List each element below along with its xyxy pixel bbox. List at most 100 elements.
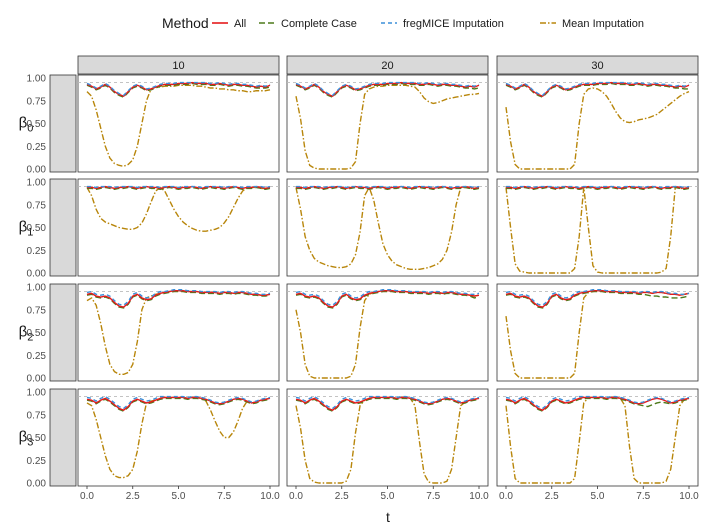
series-line-all [505,396,690,411]
series-line-all [86,396,271,411]
series-line-complete-case [505,397,690,412]
series-line-all [86,289,271,308]
x-tick-label: 0.0 [80,491,94,502]
series-line-fregmice-imputation [295,289,480,306]
x-tick-label: 7.5 [217,491,231,502]
panel-1-10 [77,178,280,277]
row-strip-0: β0 [19,74,77,173]
series-line-complete-case [505,82,689,98]
x-axis-30: 0.0 2.5 5.0 7.5 10.0 [499,486,699,502]
series-line-mean-imputation [295,186,480,271]
row-strip-background [49,178,77,277]
panel-background [286,178,489,277]
row-strip-background [49,74,77,173]
x-tick-label: 5.0 [381,491,395,502]
panel-3-10 [77,388,280,487]
series-line-all [295,396,480,411]
panel-background [77,388,280,487]
row-strip-background [49,283,77,382]
series-line-mean-imputation [505,289,690,379]
series-line-complete-case [87,186,271,190]
series-line-all [295,81,480,97]
y-tick-label: 0.75 [27,200,47,211]
panel-2-30 [496,283,699,382]
x-tick-label: 0.0 [499,491,513,502]
y-axis-1: 0.00 0.25 0.50 0.75 1.00 [27,178,47,280]
series-line-mean-imputation [295,289,480,379]
series-line-complete-case [295,397,480,412]
column-strip-background [77,55,280,75]
panel-background [496,178,699,277]
column-strip-label: 20 [381,60,393,72]
panel-0-20 [286,74,489,173]
series-line-fregmice-imputation [295,395,480,410]
x-axis-title: t [386,509,390,525]
y-tick-label: 0.50 [27,328,47,339]
series-line-all [87,185,271,190]
series-line-fregmice-imputation [506,185,690,189]
row-strip-label: β1 [19,219,34,239]
panel-3-30 [496,388,699,487]
series-line-fregmice-imputation [295,81,480,96]
series-line-mean-imputation [505,396,690,484]
series-line-fregmice-imputation [86,395,271,410]
panel-0-10 [77,74,280,173]
series-line-fregmice-imputation [296,185,480,189]
row-strip-label: β2 [19,324,34,344]
series-line-fregmice-imputation [87,185,271,189]
y-tick-label: 0.25 [27,246,47,257]
legend-item-fregmice-imputation: fregMICE Imputation [381,18,504,30]
panel-background [286,388,489,487]
legend-item-all: All [212,18,246,30]
row-strip-label: β3 [19,429,34,449]
series-line-complete-case [86,82,271,98]
y-tick-label: 0.00 [27,479,47,490]
series-line-all [86,81,271,97]
x-tick-label: 0.0 [289,491,303,502]
legend-label-fregmice-imputation: fregMICE Imputation [403,18,504,30]
panel-background [77,74,280,173]
column-strip-label: 30 [591,60,603,72]
row-strip-1: β1 [19,178,77,277]
row-strip-3: β3 [19,388,77,487]
series-line-all [505,81,690,97]
panel-1-30 [496,178,699,277]
column-strip-label: 10 [172,60,184,72]
y-tick-label: 0.50 [27,433,47,444]
panel-background [286,74,489,173]
legend: Method All Complete Case fregMICE Imputati… [162,15,644,31]
y-axis-3: 0.00 0.25 0.50 0.75 1.00 [27,388,47,490]
x-tick-label: 7.5 [636,491,650,502]
y-tick-label: 0.75 [27,305,47,316]
x-tick-label: 5.0 [591,491,605,502]
legend-items: All Complete Case fregMICE Imputation Mean … [212,18,644,30]
series-line-mean-imputation [86,186,271,232]
panel-2-10 [77,283,280,382]
series-line-complete-case [505,290,690,309]
y-tick-label: 1.00 [27,74,47,85]
panel-0-30 [496,74,699,173]
x-tick-label: 10.0 [679,491,699,502]
series-line-fregmice-imputation [505,395,690,410]
column-strip-background [496,55,699,75]
series-line-all [295,289,480,308]
x-tick-label: 2.5 [335,491,349,502]
series-line-all [505,289,690,308]
series-line-mean-imputation [86,84,271,167]
y-tick-label: 0.00 [27,269,47,280]
legend-item-complete-case: Complete Case [259,18,357,30]
x-tick-label: 2.5 [545,491,559,502]
column-strip-30: 30 [496,55,699,75]
series-line-fregmice-imputation [86,289,271,306]
series-line-mean-imputation [86,396,271,479]
series-line-all [506,185,690,190]
legend-label-all: All [234,18,246,30]
series-line-complete-case [296,186,480,190]
series-line-complete-case [506,186,690,190]
legend-label-complete-case: Complete Case [281,18,357,30]
panel-1-20 [286,178,489,277]
series-line-complete-case [295,290,480,309]
row-strip-2: β2 [19,283,77,382]
legend-item-mean-imputation: Mean Imputation [540,18,644,30]
